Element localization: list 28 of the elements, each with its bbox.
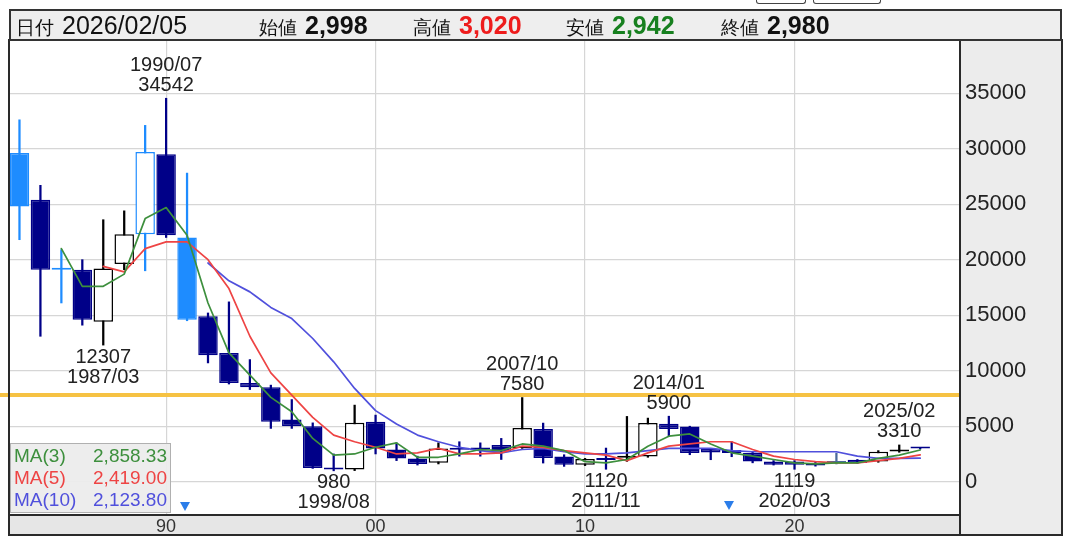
annotation: 1120 2011/11	[571, 468, 641, 511]
text: 日付 2026/02/05	[16, 11, 188, 39]
annotation: 980 1998/08	[297, 470, 370, 513]
annotation: 1990/07 34542	[129, 52, 203, 95]
text: MA(3) 2,858.33	[14, 445, 167, 466]
y-tick-label: 5000	[965, 412, 1014, 438]
text: MA(10) 2,123.80	[14, 489, 167, 511]
annotation: 2014/01 5900	[632, 370, 705, 413]
x-tick-label: 90	[156, 515, 177, 536]
annotation: 1119 2020/03	[758, 468, 831, 511]
text: 始値 2,998	[259, 11, 368, 39]
y-tick-label: 15000	[965, 301, 1027, 327]
y-tick-label: 10000	[965, 356, 1027, 382]
x-tick-label: 10	[575, 515, 596, 536]
y-tick-label: 35000	[965, 79, 1027, 105]
annotation: 2025/02 3310	[863, 399, 936, 442]
text: 安値 2,942	[566, 11, 675, 39]
y-tick-label: 0	[965, 467, 978, 493]
text: 終値 2,980	[721, 11, 830, 39]
annotation: 2007/10 7580	[486, 352, 559, 395]
x-tick-label: 00	[365, 515, 386, 536]
y-tick-label: 20000	[965, 245, 1027, 271]
x-tick-label: 20	[784, 515, 805, 536]
y-tick-label: 30000	[965, 134, 1027, 160]
y-tick-label: 25000	[965, 190, 1027, 216]
annotation: 12307 1987/03	[67, 344, 140, 387]
text: MA(5) 2,419.00	[14, 467, 167, 488]
text: 高値 3,020	[413, 11, 522, 39]
